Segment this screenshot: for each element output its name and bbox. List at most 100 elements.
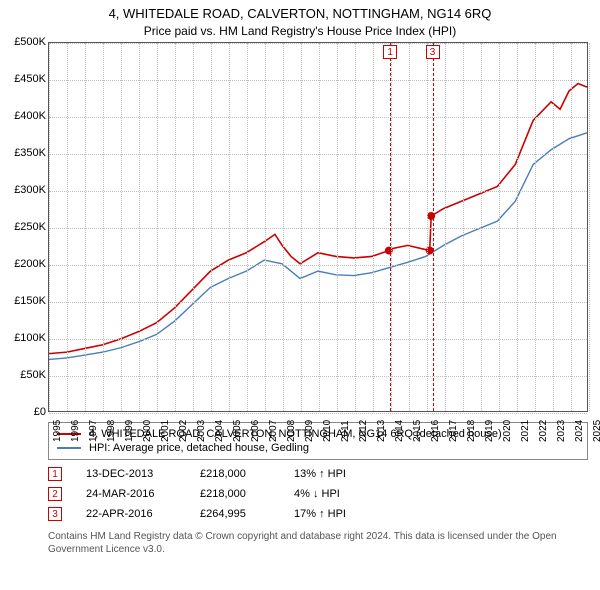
x-axis-tick-label: 2016 (430, 420, 441, 442)
chart-title: 4, WHITEDALE ROAD, CALVERTON, NOTTINGHAM… (0, 0, 600, 21)
series-line (49, 83, 587, 353)
transaction-diff: 13% ↑ HPI (294, 468, 364, 480)
flag-line (390, 43, 391, 411)
legend-swatch (57, 447, 81, 449)
plot-svg (49, 43, 587, 411)
x-axis-tick-label: 2006 (250, 420, 261, 442)
y-axis-tick-label: £0 (34, 406, 46, 418)
gridline-vertical (193, 43, 194, 411)
flag-marker: 3 (426, 45, 440, 59)
transaction-diff: 4% ↓ HPI (294, 488, 364, 500)
gridline-vertical (157, 43, 158, 411)
x-axis-tick-label: 2013 (376, 420, 387, 442)
y-axis-tick-label: £450K (14, 73, 46, 85)
attribution-text: Contains HM Land Registry data © Crown c… (48, 530, 588, 556)
flag-line (433, 43, 434, 411)
y-axis-tick-label: £50K (20, 369, 46, 381)
gridline-horizontal (49, 339, 587, 340)
chart-container: { "title": "4, WHITEDALE ROAD, CALVERTON… (0, 0, 600, 590)
x-axis-tick-label: 2023 (556, 420, 567, 442)
gridline-horizontal (49, 228, 587, 229)
data-marker (427, 212, 435, 220)
gridline-horizontal (49, 413, 587, 414)
transaction-date: 22-APR-2016 (86, 508, 176, 520)
x-axis-tick-label: 1996 (70, 420, 81, 442)
legend-label: HPI: Average price, detached house, Gedl… (89, 442, 309, 454)
x-axis-tick-label: 2007 (268, 420, 279, 442)
y-axis-tick-label: £150K (14, 295, 46, 307)
gridline-vertical (139, 43, 140, 411)
gridline-vertical (175, 43, 176, 411)
x-axis-tick-label: 2020 (502, 420, 513, 442)
gridline-horizontal (49, 43, 587, 44)
x-axis-tick-label: 2002 (178, 420, 189, 442)
x-axis-tick-label: 2025 (592, 420, 600, 442)
transaction-diff: 17% ↑ HPI (294, 508, 364, 520)
x-axis-tick-label: 1999 (124, 420, 135, 442)
x-axis-tick-label: 2014 (394, 420, 405, 442)
transaction-row: 224-MAR-2016£218,0004% ↓ HPI (48, 484, 588, 504)
gridline-vertical (517, 43, 518, 411)
x-axis-tick-label: 2019 (484, 420, 495, 442)
x-axis-tick-label: 2011 (340, 420, 351, 442)
gridline-vertical (553, 43, 554, 411)
gridline-horizontal (49, 117, 587, 118)
gridline-vertical (355, 43, 356, 411)
gridline-vertical (499, 43, 500, 411)
gridline-vertical (103, 43, 104, 411)
transaction-price: £218,000 (200, 468, 270, 480)
legend-item: HPI: Average price, detached house, Gedl… (57, 441, 579, 455)
gridline-vertical (67, 43, 68, 411)
transaction-date: 24-MAR-2016 (86, 488, 176, 500)
legend-item: 4, WHITEDALE ROAD, CALVERTON, NOTTINGHAM… (57, 427, 579, 441)
transaction-row: 1 13-DEC-2013 £218,000 13% ↑ HPI (48, 464, 588, 484)
x-axis-tick-label: 2009 (304, 420, 315, 442)
x-axis-tick-label: 1998 (106, 420, 117, 442)
gridline-vertical (409, 43, 410, 411)
gridline-vertical (373, 43, 374, 411)
x-axis-tick-label: 2000 (142, 420, 153, 442)
gridline-horizontal (49, 80, 587, 81)
gridline-horizontal (49, 191, 587, 192)
x-axis-tick-label: 2015 (412, 420, 423, 442)
y-axis-tick-label: £100K (14, 332, 46, 344)
x-axis-tick-label: 2010 (322, 420, 333, 442)
gridline-vertical (589, 43, 590, 411)
gridline-vertical (445, 43, 446, 411)
gridline-vertical (121, 43, 122, 411)
gridline-horizontal (49, 302, 587, 303)
gridline-vertical (463, 43, 464, 411)
plot-area: 13 (48, 42, 588, 412)
transaction-flag: 3 (48, 507, 62, 521)
transaction-date: 13-DEC-2013 (86, 468, 176, 480)
gridline-vertical (337, 43, 338, 411)
series-line (49, 133, 587, 360)
gridline-horizontal (49, 154, 587, 155)
gridline-vertical (481, 43, 482, 411)
gridline-vertical (427, 43, 428, 411)
y-axis-tick-label: £200K (14, 258, 46, 270)
x-axis-tick-label: 1995 (52, 420, 63, 442)
x-axis-tick-label: 2022 (538, 420, 549, 442)
flag-marker: 1 (383, 45, 397, 59)
gridline-vertical (49, 43, 50, 411)
transaction-flag: 1 (48, 467, 62, 481)
y-axis-tick-label: £300K (14, 184, 46, 196)
transaction-price: £264,995 (200, 508, 270, 520)
transaction-table: 1 13-DEC-2013 £218,000 13% ↑ HPI 224-MAR-201… (48, 464, 588, 524)
x-axis-tick-label: 2012 (358, 420, 369, 442)
gridline-vertical (391, 43, 392, 411)
x-axis-tick-label: 2024 (574, 420, 585, 442)
gridline-vertical (265, 43, 266, 411)
y-axis-tick-label: £400K (14, 110, 46, 122)
gridline-vertical (85, 43, 86, 411)
chart-subtitle: Price paid vs. HM Land Registry's House … (0, 21, 600, 42)
x-axis-tick-label: 2017 (448, 420, 459, 442)
x-axis-tick-label: 2005 (232, 420, 243, 442)
y-axis-tick-label: £250K (14, 221, 46, 233)
gridline-vertical (229, 43, 230, 411)
x-axis-tick-label: 2008 (286, 420, 297, 442)
gridline-vertical (571, 43, 572, 411)
gridline-horizontal (49, 265, 587, 266)
gridline-vertical (211, 43, 212, 411)
